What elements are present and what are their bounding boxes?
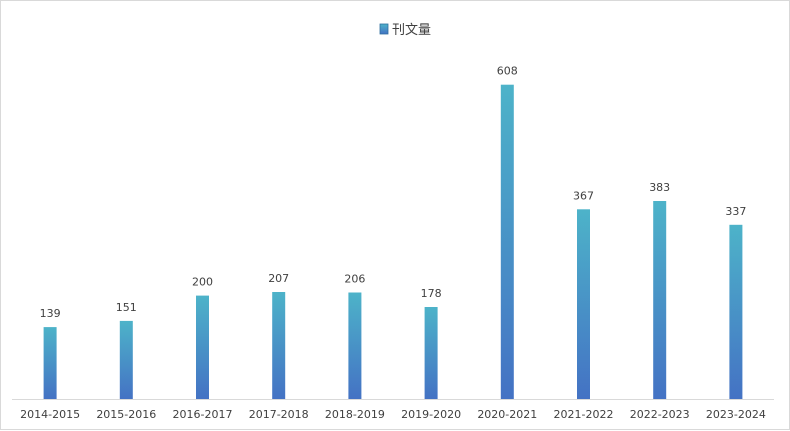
- value-label-2023-2024: 337: [725, 205, 746, 218]
- bar-2021-2022: [577, 209, 590, 399]
- value-label-2015-2016: 151: [116, 301, 137, 314]
- legend-label: 刊文量: [392, 23, 431, 38]
- legend-swatch: [379, 23, 389, 35]
- bar-2017-2018: [272, 292, 286, 399]
- x-tick-label-2017-2018: 2017-2018: [249, 408, 309, 421]
- value-label-2014-2015: 139: [40, 307, 61, 320]
- x-tick-label-2014-2015: 2014-2015: [20, 408, 80, 421]
- x-tick-label-2021-2022: 2021-2022: [554, 408, 614, 421]
- bar-2022-2023: [653, 201, 667, 399]
- value-label-2018-2019: 206: [344, 273, 365, 286]
- bars: [43, 84, 743, 399]
- x-tick-label-2015-2016: 2015-2016: [96, 408, 156, 421]
- bar-2020-2021: [500, 84, 514, 399]
- value-label-2017-2018: 207: [268, 272, 289, 285]
- value-labels: 139 151 200 207 206 178 608 367 383 337: [40, 65, 747, 320]
- value-label-2019-2020: 178: [421, 287, 442, 300]
- bar-2015-2016: [119, 320, 133, 399]
- x-tick-label-2016-2017: 2016-2017: [173, 408, 233, 421]
- x-tick-label-2020-2021: 2020-2021: [477, 408, 537, 421]
- bar-2019-2020: [424, 307, 438, 399]
- x-tick-label-2023-2024: 2023-2024: [706, 408, 766, 421]
- x-axis-tick-labels: 2014-2015 2015-2016 2016-2017 2017-2018 2018…: [20, 408, 766, 421]
- bar-2023-2024: [729, 224, 743, 399]
- x-tick-label-2018-2019: 2018-2019: [325, 408, 385, 421]
- legend: 刊文量: [379, 23, 431, 38]
- x-tick-label-2019-2020: 2019-2020: [401, 408, 461, 421]
- value-label-2020-2021: 608: [497, 65, 518, 78]
- value-label-2016-2017: 200: [192, 276, 213, 289]
- bar-2016-2017: [196, 295, 209, 399]
- value-label-2022-2023: 383: [649, 181, 670, 194]
- x-tick-label-2022-2023: 2022-2023: [630, 408, 690, 421]
- bar-2018-2019: [348, 292, 362, 399]
- value-label-2021-2022: 367: [573, 189, 594, 202]
- bar-2014-2015: [43, 327, 57, 399]
